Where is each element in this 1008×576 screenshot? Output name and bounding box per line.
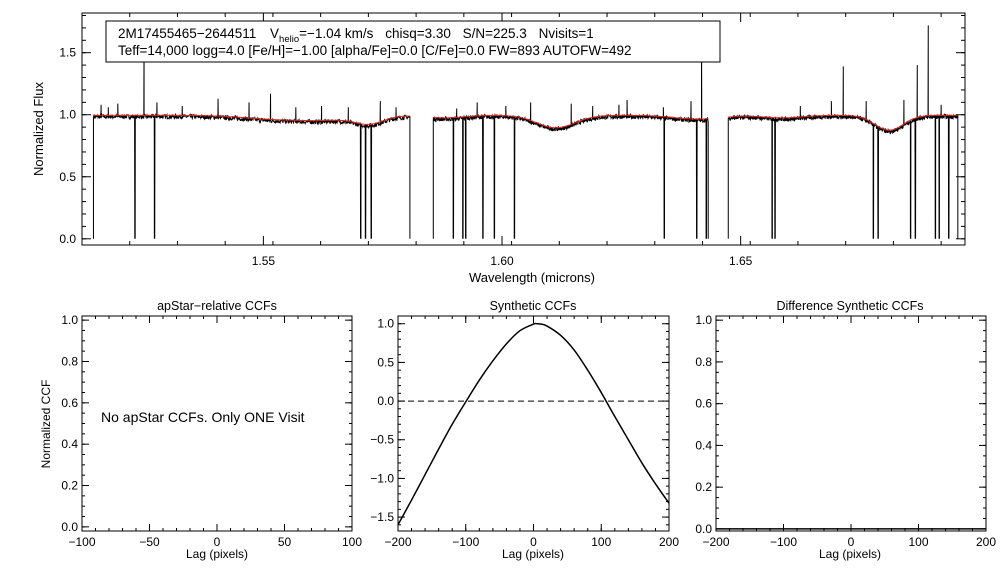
difference-ccf-ticks: −200 −100 0 100 200 0.0 0.2 0.4 0.6 0.8 1.0 [695, 313, 996, 549]
x-tick-label: 0 [848, 535, 855, 549]
x-tick-label: 200 [976, 535, 996, 549]
synthetic-ccf-curve [397, 322, 670, 526]
info-nvisits: Nvisits=1 [539, 26, 594, 41]
y-tick-label: 0.0 [61, 520, 78, 534]
observed-line-segment [432, 27, 709, 239]
spectrum-axes-frame [81, 12, 966, 246]
spectrum-xlabel: Wavelength (microns) [469, 270, 595, 285]
y-tick-label: −0.5 [370, 433, 394, 447]
spectrum-observed-series [92, 25, 959, 239]
spectrum-ylabel: Normalized Flux [31, 82, 46, 176]
difference-ccf-panel: Difference Synthetic CCFs −200 −100 0 100 20… [695, 299, 996, 561]
x-tick-label: 100 [908, 535, 928, 549]
y-tick-label: 0.5 [377, 355, 394, 369]
y-tick-label: 0.6 [695, 397, 712, 411]
x-tick-label: −50 [139, 535, 160, 549]
spectrum-model-series [93, 114, 958, 131]
x-tick-label: 1.60 [490, 254, 514, 268]
y-tick-label: 0.2 [61, 479, 78, 493]
y-tick-label: 0.6 [61, 396, 78, 410]
info-line-2: Teff=14,000 logg=4.0 [Fe/H]=−1.00 [alpha… [118, 43, 632, 58]
y-tick-label: 0.2 [695, 480, 712, 494]
y-tick-label: 1.0 [61, 313, 78, 327]
apstar-ccf-message: No apStar CCFs. Only ONE Visit [101, 409, 305, 425]
synthetic-ccf-series [397, 322, 670, 526]
y-tick-label: 1.5 [59, 46, 76, 60]
apstar-ccf-xlabel: Lag (pixels) [186, 547, 248, 561]
x-tick-label: −100 [68, 535, 95, 549]
x-tick-label: −200 [702, 535, 729, 549]
apstar-ccf-title: apStar−relative CCFs [157, 299, 277, 313]
x-tick-label: 0 [530, 535, 537, 549]
x-tick-label: 200 [659, 535, 679, 549]
y-tick-label: −1.5 [370, 510, 394, 524]
apstar-ccf-ticks: −100 −50 0 50 100 0.0 0.2 0.4 0.6 0.8 1.0 [61, 313, 362, 549]
difference-ccf-axes-frame [715, 315, 987, 532]
info-line-1: 2M17455465−2644511 Vhelio=−1.04 km/s chi… [118, 26, 594, 45]
y-tick-label: 1.0 [377, 317, 394, 331]
spectrum-info-box [105, 20, 721, 63]
x-tick-label: 50 [278, 535, 292, 549]
synthetic-ccf-xlabel: Lag (pixels) [502, 547, 564, 561]
observed-line-segment [92, 40, 411, 239]
y-tick-label: 1.0 [59, 108, 76, 122]
spectrum-panel: 1.55 1.60 1.65 0.0 0.5 1.0 1.5 Wavelength (mic… [31, 12, 966, 285]
y-tick-label: 1.0 [695, 313, 712, 327]
x-tick-label: −200 [384, 535, 411, 549]
apstar-ccf-ylabel: Normalized CCF [39, 380, 53, 469]
y-tick-label: 0.0 [59, 232, 76, 246]
x-tick-label: 100 [342, 535, 362, 549]
difference-ccf-title: Difference Synthetic CCFs [776, 299, 923, 313]
x-tick-label: 100 [591, 535, 611, 549]
x-tick-label: −100 [452, 535, 479, 549]
y-tick-label: −1.0 [370, 471, 394, 485]
info-chisq: chisq=3.30 [385, 26, 451, 41]
y-tick-label: 0.4 [61, 437, 78, 451]
info-star-id: 2M17455465−2644511 [118, 26, 256, 41]
synthetic-ccf-panel: Synthetic CCFs −200 −100 0 100 200 −1.5 −1.0 −0… [370, 299, 679, 561]
apstar-ccf-panel: apStar−relative CCFs −100 −50 0 50 100 0.0 0.2… [39, 299, 362, 561]
x-tick-label: −100 [770, 535, 797, 549]
synthetic-ccf-ticks: −200 −100 0 100 200 −1.5 −1.0 −0.5 0.0 0.5 1.0 [370, 315, 679, 549]
x-tick-label: 1.65 [729, 254, 753, 268]
difference-ccf-xlabel: Lag (pixels) [819, 547, 881, 561]
synthetic-ccf-title: Synthetic CCFs [490, 299, 577, 313]
info-vhelio-subscript: helio [279, 34, 299, 45]
model-line-segment [433, 114, 709, 129]
observed-line-segment [727, 25, 959, 239]
y-tick-label: 0.8 [61, 354, 78, 368]
y-tick-label: 0.0 [377, 394, 394, 408]
synthetic-ccf-axes-frame [397, 315, 670, 532]
info-vhelio-value: =−1.04 km/s [299, 26, 374, 41]
info-vhelio-symbol: V [270, 26, 279, 41]
x-tick-label: 1.55 [252, 254, 276, 268]
y-tick-label: 0.0 [695, 522, 712, 536]
y-tick-label: 0.4 [695, 438, 712, 452]
spectrum-ticks: 1.55 1.60 1.65 0.0 0.5 1.0 1.5 [59, 13, 965, 268]
y-tick-label: 0.5 [59, 170, 76, 184]
x-tick-label: 0 [214, 535, 221, 549]
model-line-segment [93, 114, 410, 125]
model-line-segment [728, 114, 958, 131]
info-sn: S/N=225.3 [463, 26, 527, 41]
y-tick-label: 0.8 [695, 355, 712, 369]
